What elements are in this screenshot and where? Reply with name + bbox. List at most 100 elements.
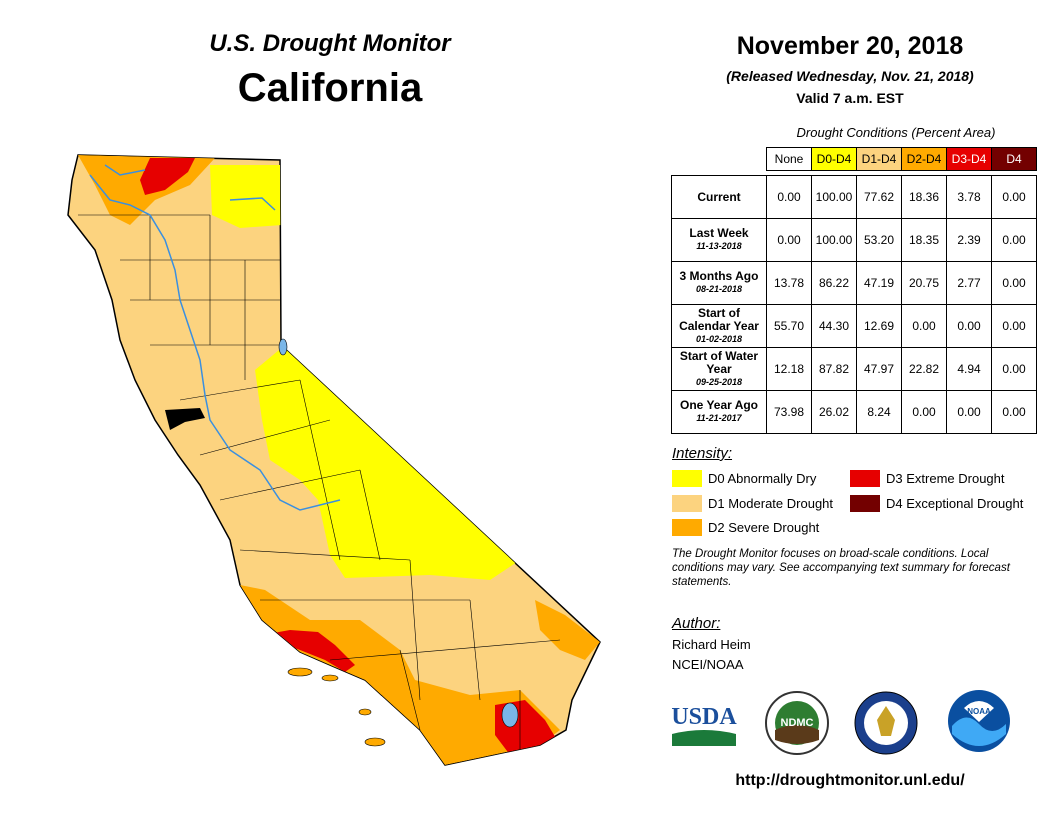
table-cell: 8.24	[856, 390, 902, 434]
table-cell: 100.00	[811, 175, 857, 219]
d0-northeast-area	[210, 165, 282, 228]
legend-label: D0 Abnormally Dry	[708, 471, 817, 486]
d3-north-area	[140, 158, 195, 195]
d0-sierra-area	[255, 345, 520, 580]
usda-logo: USDA	[671, 704, 737, 746]
map-date: November 20, 2018	[736, 32, 964, 60]
table-row: 3 Months Ago 08-21-2018 13.78 86.22 47.19 20.…	[671, 261, 1037, 305]
legend-item: D4 Exceptional Drought	[850, 495, 1023, 512]
state-title: California	[237, 66, 423, 110]
table-header-row: None D0-D4 D1-D4 D2-D4 D3-D4 D4	[672, 147, 1037, 171]
table-row: Start of Water Year 09-25-2018 12.18 87.82 4…	[671, 347, 1037, 391]
d2-southeast-area	[535, 600, 600, 660]
table-cell: 0.00	[991, 261, 1037, 305]
row-date: 11-21-2017	[696, 413, 742, 423]
column-header-d2-d4: D2-D4	[901, 147, 947, 171]
row-label-text: Start of Water Year	[679, 348, 759, 376]
table-cell: 0.00	[766, 218, 812, 262]
lake-tahoe	[278, 338, 288, 356]
table-cell: 0.00	[901, 390, 947, 434]
legend-label: D2 Severe Drought	[708, 520, 820, 535]
county-boundaries	[78, 214, 561, 750]
table-cell: 12.69	[856, 304, 902, 348]
table-row: Start of Calendar Year 01-02-2018 55.70 44.…	[671, 304, 1037, 348]
row-label-text: Start of Calendar Year	[679, 305, 759, 333]
row-date: 09-25-2018	[695, 376, 743, 387]
table-cell: 0.00	[901, 304, 947, 348]
table-cell: 44.30	[811, 304, 857, 348]
table-cell: 0.00	[991, 390, 1037, 434]
column-header-none: None	[766, 147, 812, 171]
table-cell: 18.35	[901, 218, 947, 262]
table-caption: Drought Conditions (Percent Area)	[796, 125, 996, 140]
row-label: One Year Ago 11-21-2017	[671, 390, 767, 434]
table-cell: 26.02	[811, 390, 857, 434]
table-row: One Year Ago 11-21-2017 73.98 26.02 8.24 0.00…	[671, 390, 1037, 434]
table-cell: 100.00	[811, 218, 857, 262]
author-name: Richard Heim	[672, 637, 751, 652]
table-cell: 77.62	[856, 175, 902, 219]
header-blank	[672, 148, 767, 171]
california-drought-map	[67, 154, 601, 766]
table-cell: 0.00	[946, 304, 992, 348]
table-cell: 0.00	[991, 175, 1037, 219]
table-cell: 87.82	[811, 347, 857, 391]
row-date: 08-21-2018	[695, 284, 743, 294]
row-label-text: One Year Ago	[679, 398, 759, 412]
table-cell: 13.78	[766, 261, 812, 305]
release-date: (Released Wednesday, Nov. 21, 2018)	[726, 68, 974, 84]
noaa-logo-text: NOAA	[967, 707, 991, 716]
usda-logo-text: USDA	[671, 704, 737, 730]
monitor-title: U.S. Drought Monitor	[209, 30, 451, 57]
ndmc-logo-text: NDMC	[781, 717, 814, 729]
legend-swatch	[850, 470, 880, 487]
channel-islands	[287, 667, 386, 747]
column-header-d1-d4: D1-D4	[856, 147, 902, 171]
author-title: Author:	[672, 615, 721, 632]
table-cell: 0.00	[946, 390, 992, 434]
table-cell: 0.00	[991, 304, 1037, 348]
table-cell: 47.97	[856, 347, 902, 391]
legend-title: Intensity:	[672, 445, 733, 462]
table-cell: 55.70	[766, 304, 812, 348]
legend-item: D2 Severe Drought	[672, 519, 819, 536]
table-row: Current 0.00 100.00 77.62 18.36 3.78 0.00	[671, 175, 1037, 219]
legend-item: D3 Extreme Drought	[850, 470, 1005, 487]
column-header-d0-d4: D0-D4	[811, 147, 857, 171]
drought-conditions-table: None D0-D4 D1-D4 D2-D4 D3-D4 D4 Current 0.00 10…	[671, 147, 1037, 434]
legend-swatch	[672, 519, 702, 536]
table-cell: 4.94	[946, 347, 992, 391]
table-cell: 22.82	[901, 347, 947, 391]
row-label-text: Current	[697, 189, 741, 204]
legend-swatch	[850, 495, 880, 512]
legend-label: D1 Moderate Drought	[708, 496, 834, 511]
table-cell: 53.20	[856, 218, 902, 262]
valid-time: Valid 7 a.m. EST	[796, 90, 904, 106]
column-header-d3-d4: D3-D4	[946, 147, 992, 171]
table-cell: 0.00	[991, 218, 1037, 262]
row-label: 3 Months Ago 08-21-2018	[671, 261, 767, 305]
commerce-seal-logo	[854, 691, 918, 755]
table-cell: 18.36	[901, 175, 947, 219]
table-cell: 0.00	[766, 175, 812, 219]
table-cell: 3.78	[946, 175, 992, 219]
table-cell: 2.77	[946, 261, 992, 305]
table-cell: 20.75	[901, 261, 947, 305]
table-cell: 47.19	[856, 261, 902, 305]
row-label: Current	[671, 175, 767, 219]
row-label: Start of Water Year 09-25-2018	[671, 347, 767, 391]
legend-label: D3 Extreme Drought	[886, 471, 1005, 486]
legend-item: D0 Abnormally Dry	[672, 470, 816, 487]
table-cell: 73.98	[766, 390, 812, 434]
table-cell: 0.00	[991, 347, 1037, 391]
ndmc-logo: NDMC	[765, 691, 829, 755]
table-cell: 2.39	[946, 218, 992, 262]
legend-swatch	[672, 470, 702, 487]
row-label: Last Week 11-13-2018	[671, 218, 767, 262]
website-url[interactable]: http://droughtmonitor.unl.edu/	[735, 772, 965, 789]
salton-sea	[501, 702, 519, 728]
rivers	[89, 164, 341, 511]
column-header-d4: D4	[991, 147, 1037, 171]
table-cell: 12.18	[766, 347, 812, 391]
row-date: 01-02-2018	[695, 333, 743, 344]
